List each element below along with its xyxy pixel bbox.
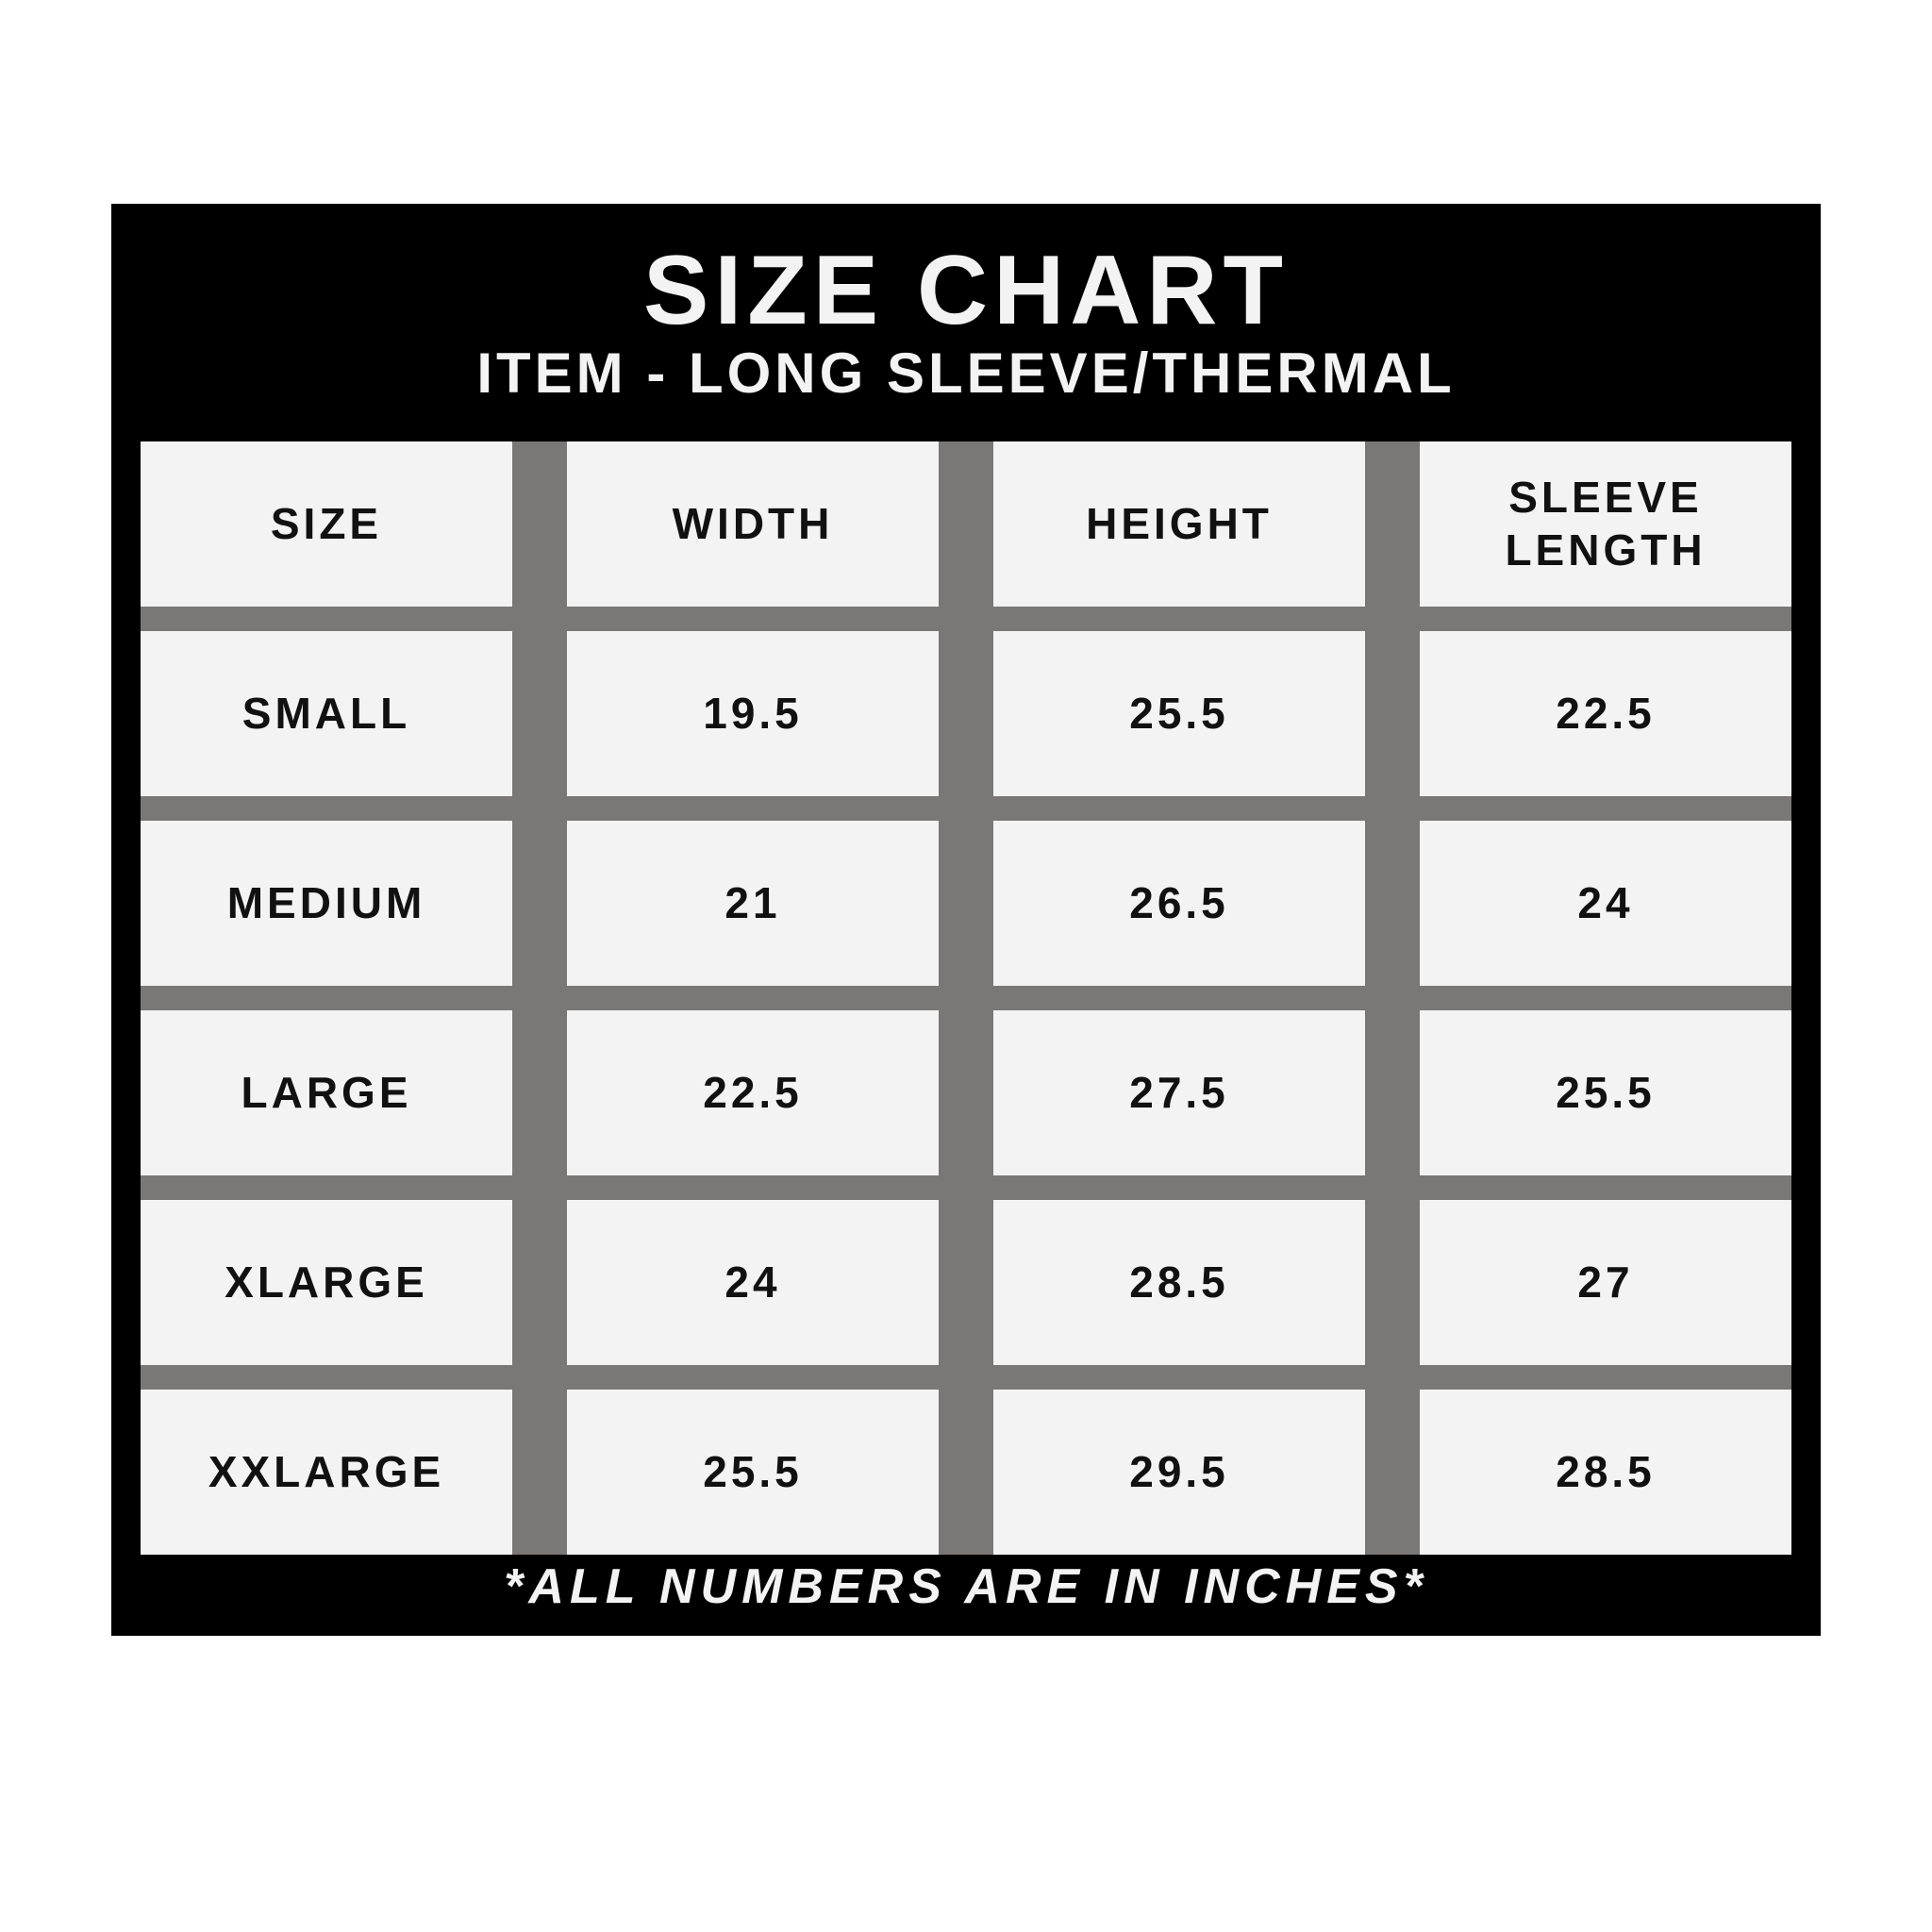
size-label: LARGE <box>241 1067 412 1117</box>
measurement-cell: 21 <box>567 821 939 986</box>
column-header: SLEEVE LENGTH <box>1505 473 1707 575</box>
column-header-cell: WIDTH <box>567 441 939 607</box>
column-header-cell: SLEEVE LENGTH <box>1420 441 1791 607</box>
subtitle: ITEM - LONG SLEEVE/THERMAL <box>476 341 1456 405</box>
measurement-cell: 22.5 <box>567 1010 939 1175</box>
size-label-cell: XLARGE <box>141 1200 512 1365</box>
size-label: XLARGE <box>225 1257 428 1307</box>
size-label-cell: LARGE <box>141 1010 512 1175</box>
measurement-cell: 25.5 <box>567 1390 939 1555</box>
measurement: 26.5 <box>1129 877 1229 927</box>
measurement: 25.5 <box>703 1446 803 1496</box>
measurement-cell: 28.5 <box>1420 1390 1791 1555</box>
column-header: SIZE <box>270 498 383 548</box>
size-chart-panel: SIZE CHART ITEM - LONG SLEEVE/THERMAL SI… <box>111 204 1821 1636</box>
measurement-cell: 22.5 <box>1420 631 1791 796</box>
measurement-cell: 26.5 <box>993 821 1365 986</box>
measurement: 24 <box>724 1257 781 1307</box>
measurement-cell: 29.5 <box>993 1390 1365 1555</box>
measurement: 27 <box>1577 1257 1634 1307</box>
measurement: 27.5 <box>1129 1067 1229 1117</box>
size-label: XXLARGE <box>208 1446 445 1496</box>
measurement: 29.5 <box>1129 1446 1229 1496</box>
column-header-cell: SIZE <box>141 441 512 607</box>
measurement-cell: 27 <box>1420 1200 1791 1365</box>
measurement-cell: 19.5 <box>567 631 939 796</box>
measurement: 21 <box>724 877 781 927</box>
size-label: SMALL <box>242 688 411 738</box>
column-header: WIDTH <box>672 498 834 548</box>
measurement-cell: 28.5 <box>993 1200 1365 1365</box>
title: SIZE CHART <box>643 236 1289 345</box>
measurement: 22.5 <box>703 1067 803 1117</box>
size-label-cell: MEDIUM <box>141 821 512 986</box>
measurement-cell: 25.5 <box>1420 1010 1791 1175</box>
size-label-cell: SMALL <box>141 631 512 796</box>
column-header-cell: HEIGHT <box>993 441 1365 607</box>
measurement-cell: 24 <box>567 1200 939 1365</box>
measurement: 25.5 <box>1556 1067 1656 1117</box>
measurement-cell: 25.5 <box>993 631 1365 796</box>
measurement: 28.5 <box>1129 1257 1229 1307</box>
measurement: 19.5 <box>703 688 803 738</box>
measurement: 25.5 <box>1129 688 1229 738</box>
measurement: 22.5 <box>1556 688 1656 738</box>
size-label-cell: XXLARGE <box>141 1390 512 1555</box>
footer-note: *ALL NUMBERS ARE IN INCHES* <box>504 1559 1428 1614</box>
size-table: SIZE WIDTH HEIGHT SLEEVE LENGTH SMALL 19.5 25.… <box>141 441 1791 1555</box>
measurement: 24 <box>1577 877 1634 927</box>
measurement-cell: 27.5 <box>993 1010 1365 1175</box>
measurement: 28.5 <box>1556 1446 1656 1496</box>
size-label: MEDIUM <box>226 877 426 927</box>
column-header: HEIGHT <box>1086 498 1273 548</box>
measurement-cell: 24 <box>1420 821 1791 986</box>
